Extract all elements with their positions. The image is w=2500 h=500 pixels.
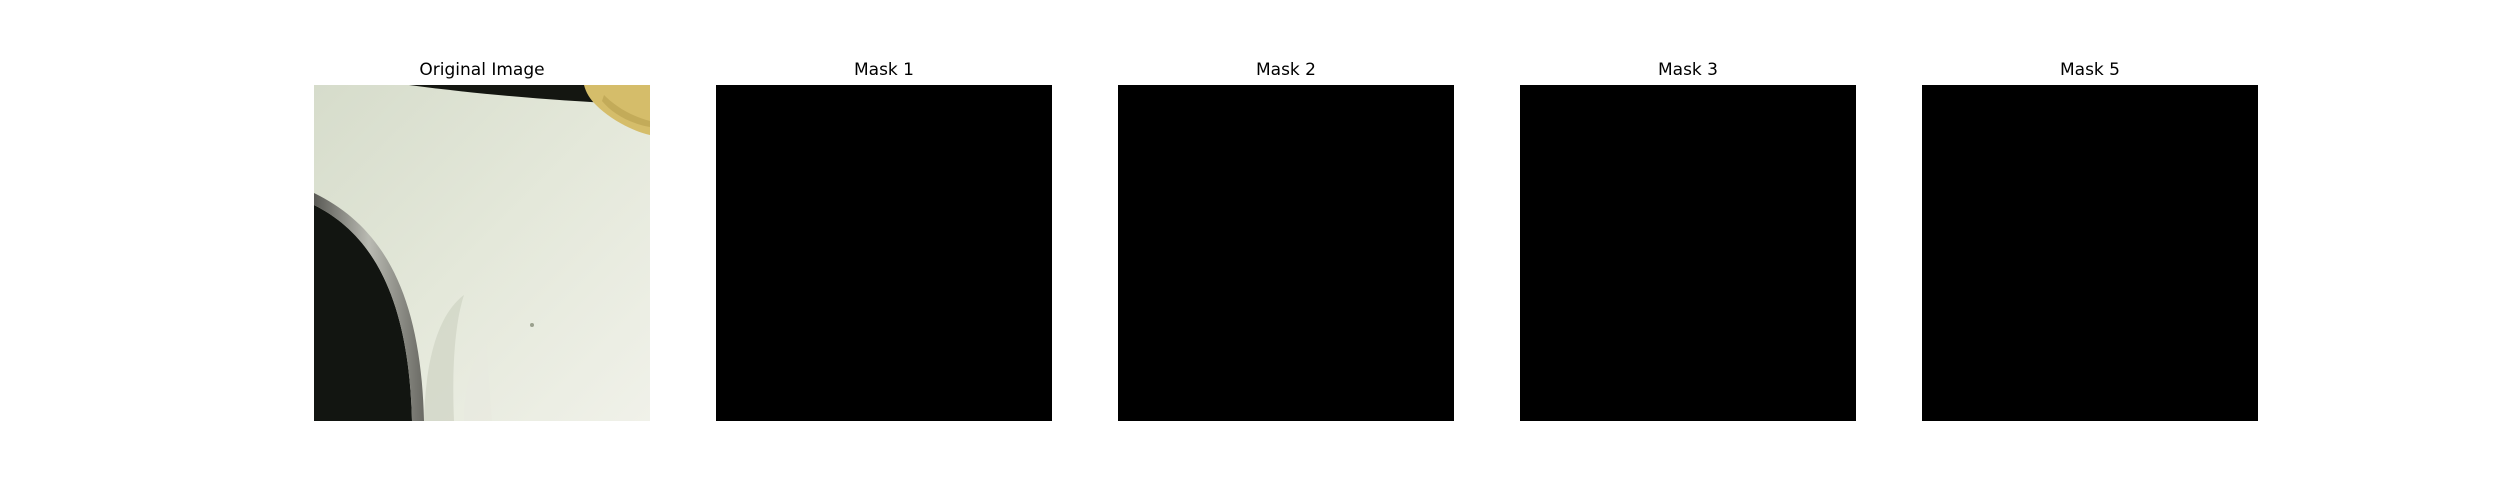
- mask-1-image: [716, 85, 1052, 421]
- panel-title-original-image: Original Image: [419, 60, 545, 80]
- mask-3-image: [1520, 85, 1856, 421]
- panel-title-mask-3: Mask 3: [1657, 60, 1718, 80]
- mask-1-fill: [716, 85, 1052, 421]
- mask-2-image: [1118, 85, 1454, 421]
- panel-title-mask-5: Mask 5: [2059, 60, 2120, 80]
- panel-title-mask-1: Mask 1: [853, 60, 914, 80]
- original-image: [314, 85, 650, 421]
- mask-2-fill: [1118, 85, 1454, 421]
- mask-5-fill: [1922, 85, 2258, 421]
- mask-3-fill: [1520, 85, 1856, 421]
- mask-5-image: [1922, 85, 2258, 421]
- panel-title-mask-2: Mask 2: [1255, 60, 1316, 80]
